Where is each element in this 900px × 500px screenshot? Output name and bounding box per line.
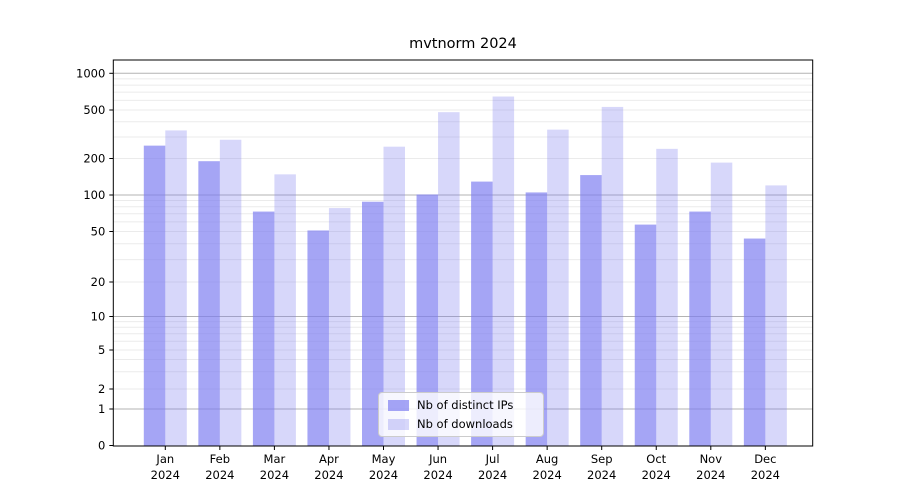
y-tick-label: 500 (83, 103, 105, 117)
bar-distinct-ips-mar (252, 211, 275, 446)
chart-title: mvtnorm 2024 (409, 36, 517, 52)
legend-item-distinct-ips: Nb of distinct IPs (388, 398, 533, 412)
legend-label-distinct-ips: Nb of distinct IPs (417, 398, 514, 412)
y-tick-label: 1 (98, 402, 105, 416)
legend-label-downloads: Nb of downloads (417, 417, 513, 431)
bar-distinct-ips-may (362, 201, 384, 446)
x-tick-label: Nov 2024 (696, 452, 725, 482)
bar-distinct-ips-nov (689, 211, 711, 446)
legend-swatch-distinct-ips (388, 399, 409, 411)
bar-distinct-ips-jul (471, 181, 493, 446)
bar-distinct-ips-dec (743, 238, 766, 446)
bar-downloads-jul (492, 96, 515, 446)
bar-downloads-may (383, 146, 405, 446)
y-tick-label: 100 (83, 188, 105, 202)
bar-distinct-ips-oct (634, 224, 657, 446)
bar-downloads-dec (765, 185, 787, 446)
y-tick-label: 5 (98, 343, 105, 357)
bar-downloads-jan (165, 130, 187, 446)
bar-downloads-oct (656, 148, 678, 446)
x-tick-label: Jun 2024 (423, 452, 452, 482)
x-tick-label: Oct 2024 (642, 452, 671, 482)
y-tick-label: 200 (83, 152, 105, 166)
bar-downloads-sep (601, 106, 624, 446)
y-tick-label: 50 (91, 225, 106, 239)
bar-downloads-feb (219, 139, 242, 446)
y-tick-label: 20 (91, 275, 106, 289)
bar-downloads-apr (328, 208, 351, 446)
x-tick-label: May 2024 (369, 452, 398, 482)
x-tick-label: Aug 2024 (533, 452, 562, 482)
bar-distinct-ips-apr (307, 230, 329, 446)
x-tick-label: Apr 2024 (314, 452, 343, 482)
x-tick-label: Feb 2024 (205, 452, 234, 482)
x-tick-label: Jul 2024 (478, 452, 507, 482)
plot-border (112, 59, 814, 447)
bar-distinct-ips-jan (143, 145, 166, 446)
legend: Nb of distinct IPs Nb of downloads (378, 392, 544, 437)
bar-distinct-ips-jun (416, 194, 439, 446)
x-tick-label: Sep 2024 (587, 452, 616, 482)
bar-downloads-nov (710, 162, 733, 446)
y-tick-label: 1000 (76, 66, 105, 80)
y-tick-label: 2 (98, 382, 105, 396)
bar-distinct-ips-feb (198, 161, 220, 446)
x-tick-label: Mar 2024 (260, 452, 289, 482)
legend-swatch-downloads (388, 418, 409, 430)
y-tick-label: 10 (91, 310, 106, 324)
bar-downloads-mar (274, 174, 296, 446)
x-tick-label: Dec 2024 (751, 452, 780, 482)
legend-item-downloads: Nb of downloads (388, 417, 533, 431)
bar-distinct-ips-sep (580, 175, 602, 446)
x-tick-label: Jan 2024 (151, 452, 180, 482)
bar-downloads-jun (438, 112, 460, 446)
y-tick-label: 0 (98, 439, 105, 453)
bar-downloads-aug (547, 129, 569, 446)
bar-distinct-ips-aug (525, 192, 548, 446)
